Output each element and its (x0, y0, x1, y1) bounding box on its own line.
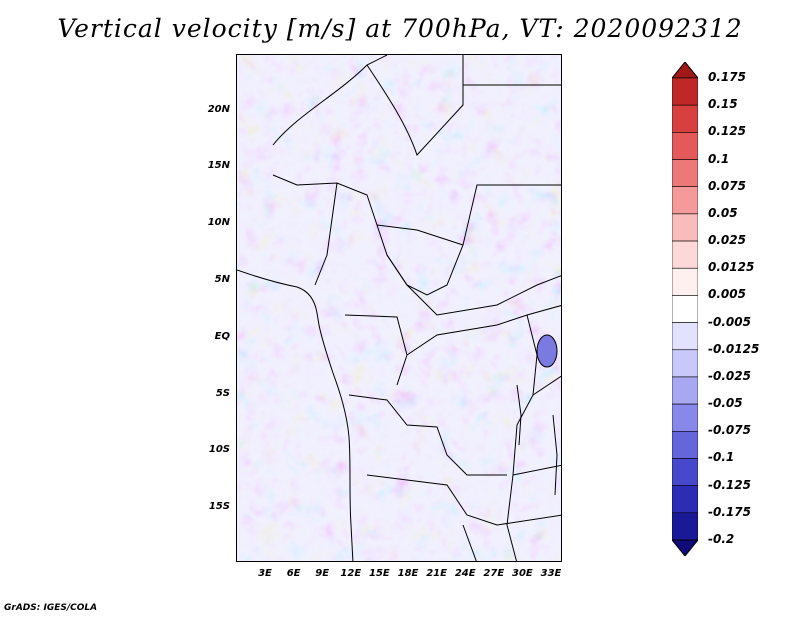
lon-tick-label: 12E (340, 568, 362, 579)
lat-tick-label: 20N (207, 104, 230, 115)
colorbar-level-label: 0.15 (708, 97, 738, 112)
colorbar-swatch (672, 132, 698, 160)
colorbar-swatch (672, 458, 698, 486)
lake-malawi (552, 414, 558, 496)
lake-victoria (536, 334, 558, 368)
coastline (237, 269, 354, 561)
colorbar-level-label: 0.125 (708, 124, 746, 139)
colorbar-level-label: 0.075 (708, 178, 746, 193)
colorbar-swatch (672, 159, 698, 188)
lake-tanganyika (516, 384, 522, 446)
colorbar-swatch (672, 267, 698, 296)
border-path (462, 524, 477, 561)
colorbar-level-label: -0.175 (708, 504, 751, 519)
footer-credit: GrADS: IGES/COLA (4, 603, 98, 613)
lon-tick-label: 3E (258, 568, 272, 579)
lon-tick-label: 18E (397, 568, 419, 579)
colorbar-level-label: -0.005 (708, 314, 751, 329)
border-path (314, 182, 338, 286)
colorbar-swatch (672, 295, 698, 323)
lon-tick-label: 30E (512, 568, 533, 579)
lon-tick-label: 21E (426, 568, 447, 579)
colorbar-swatch (672, 485, 698, 514)
lat-tick-label: 10N (207, 217, 230, 228)
colorbar-level-label: -0.025 (708, 368, 751, 383)
lakes (516, 334, 558, 496)
colorbar-level-label: 0.0125 (708, 260, 755, 275)
border-path (366, 474, 561, 526)
border-path (366, 55, 464, 156)
colorbar-swatch (672, 213, 698, 242)
colorbar-level-label: -0.1 (708, 450, 735, 465)
lat-tick-label: 15N (207, 160, 230, 171)
lon-tick-label: 33E (540, 568, 562, 579)
colorbar-level-label: -0.0125 (708, 341, 760, 356)
colorbar-swatch (672, 240, 698, 269)
colorbar-swatch (672, 77, 698, 106)
colorbar-swatch (672, 349, 698, 378)
border-path (376, 224, 464, 246)
lat-tick-label: EQ (214, 331, 230, 342)
lon-tick-label: 27E (483, 568, 505, 579)
colorbar-swatch (672, 104, 698, 133)
colorbar-level-label: 0.005 (708, 287, 746, 302)
lon-tick-label: 15E (369, 568, 390, 579)
colorbar-level-label: -0.05 (708, 396, 743, 411)
lat-tick-label: 5S (215, 388, 230, 399)
colorbar-swatch (672, 430, 698, 459)
colorbar-swatch (672, 322, 698, 351)
lat-tick-label: 10S (208, 444, 230, 455)
chart-title: Vertical velocity [m/s] at 700hPa, VT: 2… (57, 14, 743, 43)
colorbar-swatch (672, 512, 698, 541)
map-panel (236, 54, 562, 562)
colorbar-level-label: 0.05 (708, 205, 738, 220)
field-tint (237, 55, 561, 561)
colorbar-swatch (672, 403, 698, 432)
colorbar-level-label: 0.025 (708, 233, 746, 248)
colorbar-level-label: -0.075 (708, 423, 751, 438)
lon-tick-label: 9E (315, 568, 330, 579)
field-shading (237, 55, 561, 561)
lon-tick-label: 6E (286, 568, 301, 579)
lon-tick-label: 24E (454, 568, 476, 579)
border-path (386, 254, 561, 316)
colorbar-level-label: 0.1 (708, 151, 730, 166)
colorbar-swatch (672, 376, 698, 405)
colorbar-level-label: -0.125 (708, 477, 751, 492)
vertical-velocity-field (237, 55, 561, 561)
border-path (348, 394, 507, 476)
border-path (344, 314, 408, 386)
colorbar-swatch (672, 186, 698, 215)
border-path (512, 464, 561, 476)
border-path (526, 305, 561, 316)
colorbar (672, 62, 698, 556)
lat-tick-label: 5N (214, 274, 230, 285)
colorbar-level-label: -0.2 (708, 532, 735, 546)
border-path (406, 314, 538, 561)
country-borders (237, 55, 561, 561)
lat-tick-label: 15S (208, 501, 230, 512)
border-path (532, 375, 561, 396)
colorbar-level-label: 0.175 (708, 70, 746, 84)
colorbar-max-arrow (672, 62, 698, 79)
colorbar-min-arrow (672, 539, 698, 556)
border-path (272, 55, 388, 146)
